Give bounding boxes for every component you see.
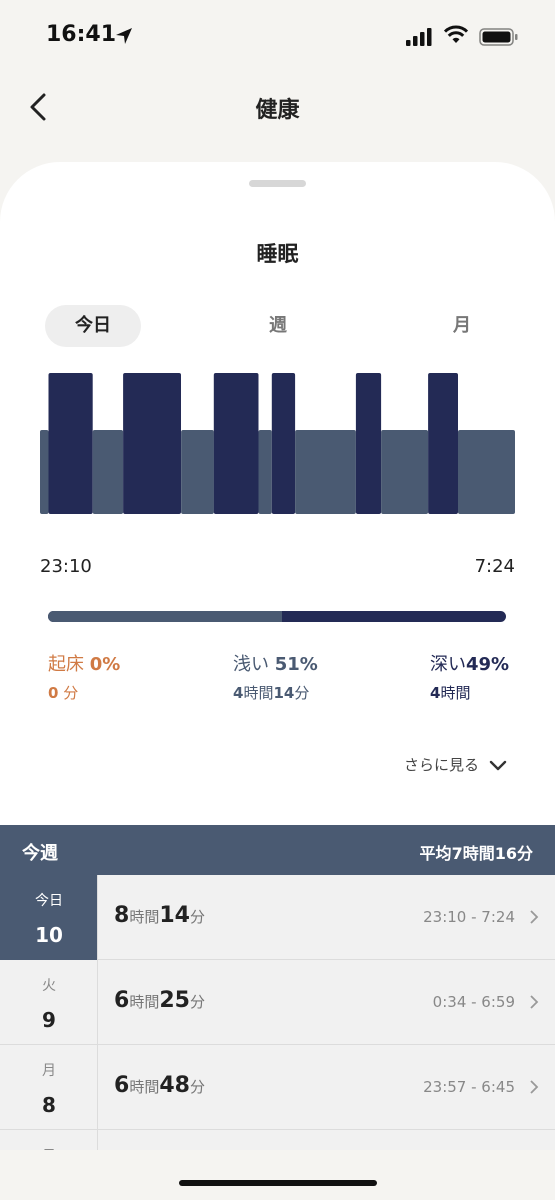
week-average-hours-unit: 時間 bbox=[462, 844, 495, 863]
sleep-segment-light bbox=[381, 430, 429, 514]
day-row[interactable]: 月 8 6時間48分 23:57 - 6:45 bbox=[0, 1045, 555, 1130]
duration-hours: 6 bbox=[114, 988, 130, 1013]
duration-minutes-unit: 分 bbox=[189, 1078, 205, 1096]
sleep-ratio-bar bbox=[48, 611, 506, 622]
sleep-segment-light bbox=[92, 430, 124, 514]
day-cell: 火 9 bbox=[0, 960, 98, 1045]
stat-awake: 起床 0% bbox=[48, 650, 120, 676]
ratio-light-segment bbox=[48, 611, 282, 622]
stat-deep-hours: 4 bbox=[430, 684, 441, 702]
day-weekday: 今日 bbox=[35, 893, 63, 909]
sheet-drag-handle[interactable] bbox=[249, 180, 306, 187]
sleep-segment-deep bbox=[271, 373, 296, 514]
day-row[interactable]: 今日 10 8時間14分 23:10 - 7:24 bbox=[0, 875, 555, 960]
duration-minutes-unit: 分 bbox=[189, 908, 205, 926]
battery-icon bbox=[479, 28, 518, 46]
stat-deep-hours-unit: 時間 bbox=[440, 684, 471, 702]
sleep-segment-deep bbox=[355, 373, 382, 514]
sleep-title: 睡眠 bbox=[256, 242, 299, 266]
day-number: 10 bbox=[35, 923, 63, 947]
duration-minutes: 48 bbox=[159, 1073, 190, 1098]
stat-light: 浅い 51% bbox=[233, 650, 318, 676]
sleep-range: 23:57 - 6:45 bbox=[423, 1078, 515, 1096]
sleep-range: 23:10 - 7:24 bbox=[423, 908, 515, 926]
week-average: 平均7時間16分 bbox=[420, 840, 533, 864]
stat-awake-duration-unit: 分 bbox=[63, 684, 79, 702]
chevron-down-icon[interactable] bbox=[488, 758, 508, 774]
duration-minutes: 14 bbox=[159, 903, 190, 928]
week-average-minutes-unit: 分 bbox=[516, 844, 533, 863]
chevron-right-icon bbox=[530, 995, 539, 1009]
tab-month[interactable]: 月 bbox=[453, 315, 471, 336]
week-average-hours: 7 bbox=[451, 844, 463, 863]
stat-light-percent: 51% bbox=[274, 654, 318, 675]
chevron-right-icon bbox=[530, 910, 539, 924]
stat-awake-duration-num: 0 bbox=[48, 684, 59, 702]
day-row[interactable]: 火 9 6時間25分 0:34 - 6:59 bbox=[0, 960, 555, 1045]
sleep-segment-light bbox=[181, 430, 214, 514]
duration-hours: 8 bbox=[114, 903, 130, 928]
day-cell: 月 8 bbox=[0, 1045, 98, 1130]
status-time: 16:41 bbox=[46, 22, 117, 47]
location-arrow-icon bbox=[116, 28, 132, 44]
stat-deep-duration: 4時間 bbox=[430, 682, 470, 703]
stat-deep-percent: 49% bbox=[466, 654, 510, 675]
sleep-duration: 6時間48分 bbox=[114, 1073, 205, 1098]
tab-week[interactable]: 週 bbox=[269, 315, 287, 336]
sleep-segment-deep bbox=[48, 373, 93, 514]
chart-end-time: 7:24 bbox=[474, 556, 515, 577]
sleep-duration: 8時間14分 bbox=[114, 903, 205, 928]
stat-awake-label: 起床 bbox=[48, 654, 84, 675]
stat-light-minutes-unit: 分 bbox=[294, 684, 310, 702]
stat-deep-label: 深い bbox=[430, 654, 466, 675]
wifi-icon bbox=[444, 25, 468, 43]
sleep-segment-light bbox=[458, 430, 515, 514]
sleep-segment-light bbox=[40, 430, 49, 514]
see-more-link[interactable]: さらに見る bbox=[404, 756, 480, 774]
duration-hours: 6 bbox=[114, 1073, 130, 1098]
week-header: 今週 平均7時間16分 bbox=[0, 825, 555, 875]
duration-minutes: 25 bbox=[159, 988, 190, 1013]
sleep-segment-light bbox=[295, 430, 356, 514]
sleep-segment-deep bbox=[123, 373, 181, 514]
tab-today[interactable]: 今日 bbox=[45, 305, 141, 347]
stat-light-minutes: 14 bbox=[273, 684, 295, 702]
sleep-segment-deep bbox=[428, 373, 458, 514]
duration-hours-unit: 時間 bbox=[129, 1078, 160, 1096]
duration-hours-unit: 時間 bbox=[129, 993, 160, 1011]
stat-light-duration: 4時間14分 bbox=[233, 682, 309, 703]
sleep-duration: 6時間25分 bbox=[114, 988, 205, 1013]
sleep-segment-light bbox=[258, 430, 272, 514]
stat-deep: 深い49% bbox=[430, 650, 509, 676]
stat-awake-percent: 0% bbox=[89, 654, 121, 675]
stat-awake-duration: 0 分 bbox=[48, 682, 78, 703]
cellular-signal-icon bbox=[406, 28, 432, 46]
page-title: 健康 bbox=[255, 98, 300, 123]
back-chevron-icon[interactable] bbox=[22, 90, 58, 126]
status-bar: 16:41 bbox=[0, 0, 555, 72]
day-number: 9 bbox=[42, 1008, 56, 1032]
home-indicator[interactable] bbox=[179, 1180, 377, 1186]
stat-light-label: 浅い bbox=[233, 654, 269, 675]
stat-light-hours: 4 bbox=[233, 684, 244, 702]
bottom-safe-area bbox=[0, 1150, 555, 1200]
stat-light-hours-unit: 時間 bbox=[243, 684, 274, 702]
day-cell: 今日 10 bbox=[0, 875, 98, 960]
sleep-range: 0:34 - 6:59 bbox=[432, 993, 515, 1011]
sleep-stage-chart bbox=[40, 373, 515, 514]
week-average-label: 平均 bbox=[419, 844, 452, 863]
chart-start-time: 23:10 bbox=[40, 556, 92, 577]
day-weekday: 火 bbox=[42, 978, 56, 994]
chevron-right-icon bbox=[530, 1080, 539, 1094]
day-number: 8 bbox=[42, 1093, 56, 1117]
week-title: 今週 bbox=[22, 843, 58, 864]
duration-hours-unit: 時間 bbox=[129, 908, 160, 926]
duration-minutes-unit: 分 bbox=[189, 993, 205, 1011]
sleep-segment-deep bbox=[213, 373, 259, 514]
day-weekday: 月 bbox=[42, 1063, 56, 1079]
week-average-minutes: 16 bbox=[494, 844, 517, 863]
